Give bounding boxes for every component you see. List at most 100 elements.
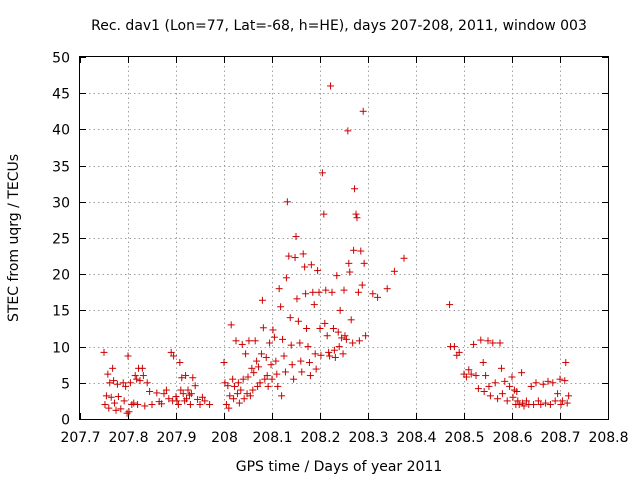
data-point: [268, 375, 276, 383]
data-point: [352, 210, 360, 218]
data-point: [304, 343, 312, 351]
y-tick-label: 45: [52, 87, 70, 103]
data-point: [141, 402, 149, 410]
data-point: [125, 408, 133, 416]
data-point: [307, 261, 315, 269]
data-point: [262, 353, 270, 361]
data-point: [221, 379, 229, 387]
data-point: [250, 369, 258, 377]
data-point: [446, 301, 454, 309]
data-point: [317, 351, 325, 359]
data-point: [257, 350, 265, 358]
data-point: [261, 375, 269, 383]
data-point: [318, 169, 326, 177]
data-point: [312, 365, 320, 373]
data-point: [494, 395, 502, 403]
data-point: [133, 375, 141, 383]
data-point: [299, 250, 307, 258]
y-tick-label: 15: [52, 304, 70, 320]
data-point: [201, 397, 209, 405]
data-point: [130, 399, 138, 407]
data-point: [351, 185, 359, 193]
data-point: [278, 392, 286, 400]
data-point: [359, 107, 367, 115]
data-point: [292, 233, 300, 241]
x-tick-label: 207.7: [60, 430, 100, 446]
data-point: [383, 285, 391, 293]
data-point: [230, 395, 238, 403]
data-point: [138, 364, 146, 372]
data-point: [301, 263, 309, 271]
data-point: [329, 325, 337, 332]
data-point: [350, 246, 358, 254]
data-point: [124, 352, 132, 360]
data-point: [314, 267, 322, 275]
data-point: [369, 290, 377, 298]
data-point: [480, 387, 488, 395]
y-tick-label: 25: [52, 232, 70, 248]
data-point: [496, 339, 504, 347]
data-point: [462, 373, 470, 381]
data-point: [148, 401, 156, 409]
data-point: [111, 399, 119, 407]
data-point: [374, 293, 382, 301]
data-point: [465, 366, 473, 374]
data-point: [293, 295, 301, 303]
data-point: [114, 393, 122, 401]
data-point: [474, 385, 482, 393]
data-point: [277, 303, 285, 311]
data-point: [479, 359, 487, 367]
data-point: [306, 372, 314, 380]
data-point: [239, 375, 247, 383]
x-tick-labels: 207.7 207.8 207.9 208 208.1 208.2 208.3 208.4 20…: [60, 430, 628, 446]
data-point: [327, 82, 335, 90]
data-point: [255, 363, 263, 371]
data-point: [235, 399, 243, 407]
data-point: [563, 399, 571, 407]
chart-title: Rec. dav1 (Lon=77, Lat=-68, h=HE), days …: [91, 18, 587, 34]
data-point: [544, 377, 552, 385]
data-point: [238, 340, 246, 348]
data-point: [194, 395, 202, 403]
data-point: [249, 386, 257, 394]
data-point: [335, 343, 343, 351]
data-point: [328, 288, 336, 296]
data-point: [248, 364, 256, 372]
data-point: [286, 314, 294, 322]
data-point: [498, 390, 506, 398]
data-point: [283, 198, 291, 206]
data-point: [134, 401, 142, 409]
data-point: [253, 357, 261, 365]
data-point: [176, 359, 184, 367]
data-point: [282, 274, 290, 282]
data-point: [234, 379, 242, 387]
data-point: [362, 332, 370, 340]
data-point: [450, 343, 458, 351]
data-point: [122, 382, 130, 390]
data-point: [331, 353, 339, 361]
data-point: [244, 373, 252, 381]
x-tick-label: 208.2: [300, 430, 340, 446]
data-point: [105, 404, 113, 412]
data-point: [561, 377, 569, 385]
data-point: [224, 382, 232, 390]
y-tick-label: 10: [52, 341, 70, 357]
data-point: [354, 288, 362, 296]
data-point: [554, 390, 562, 398]
data-point: [179, 390, 187, 398]
data-point: [186, 401, 194, 409]
data-point: [119, 379, 127, 387]
data-point: [158, 400, 166, 408]
data-point: [288, 361, 296, 369]
data-point: [532, 379, 540, 387]
data-point: [206, 401, 214, 409]
x-tick-label: 207.8: [108, 430, 148, 446]
data-point: [320, 210, 328, 218]
x-tick-label: 208.3: [348, 430, 388, 446]
data-point: [126, 379, 134, 387]
data-point: [310, 301, 318, 309]
data-point: [174, 401, 182, 409]
data-point: [537, 401, 545, 409]
data-point: [267, 361, 275, 369]
x-tick-label: 207.9: [156, 430, 196, 446]
